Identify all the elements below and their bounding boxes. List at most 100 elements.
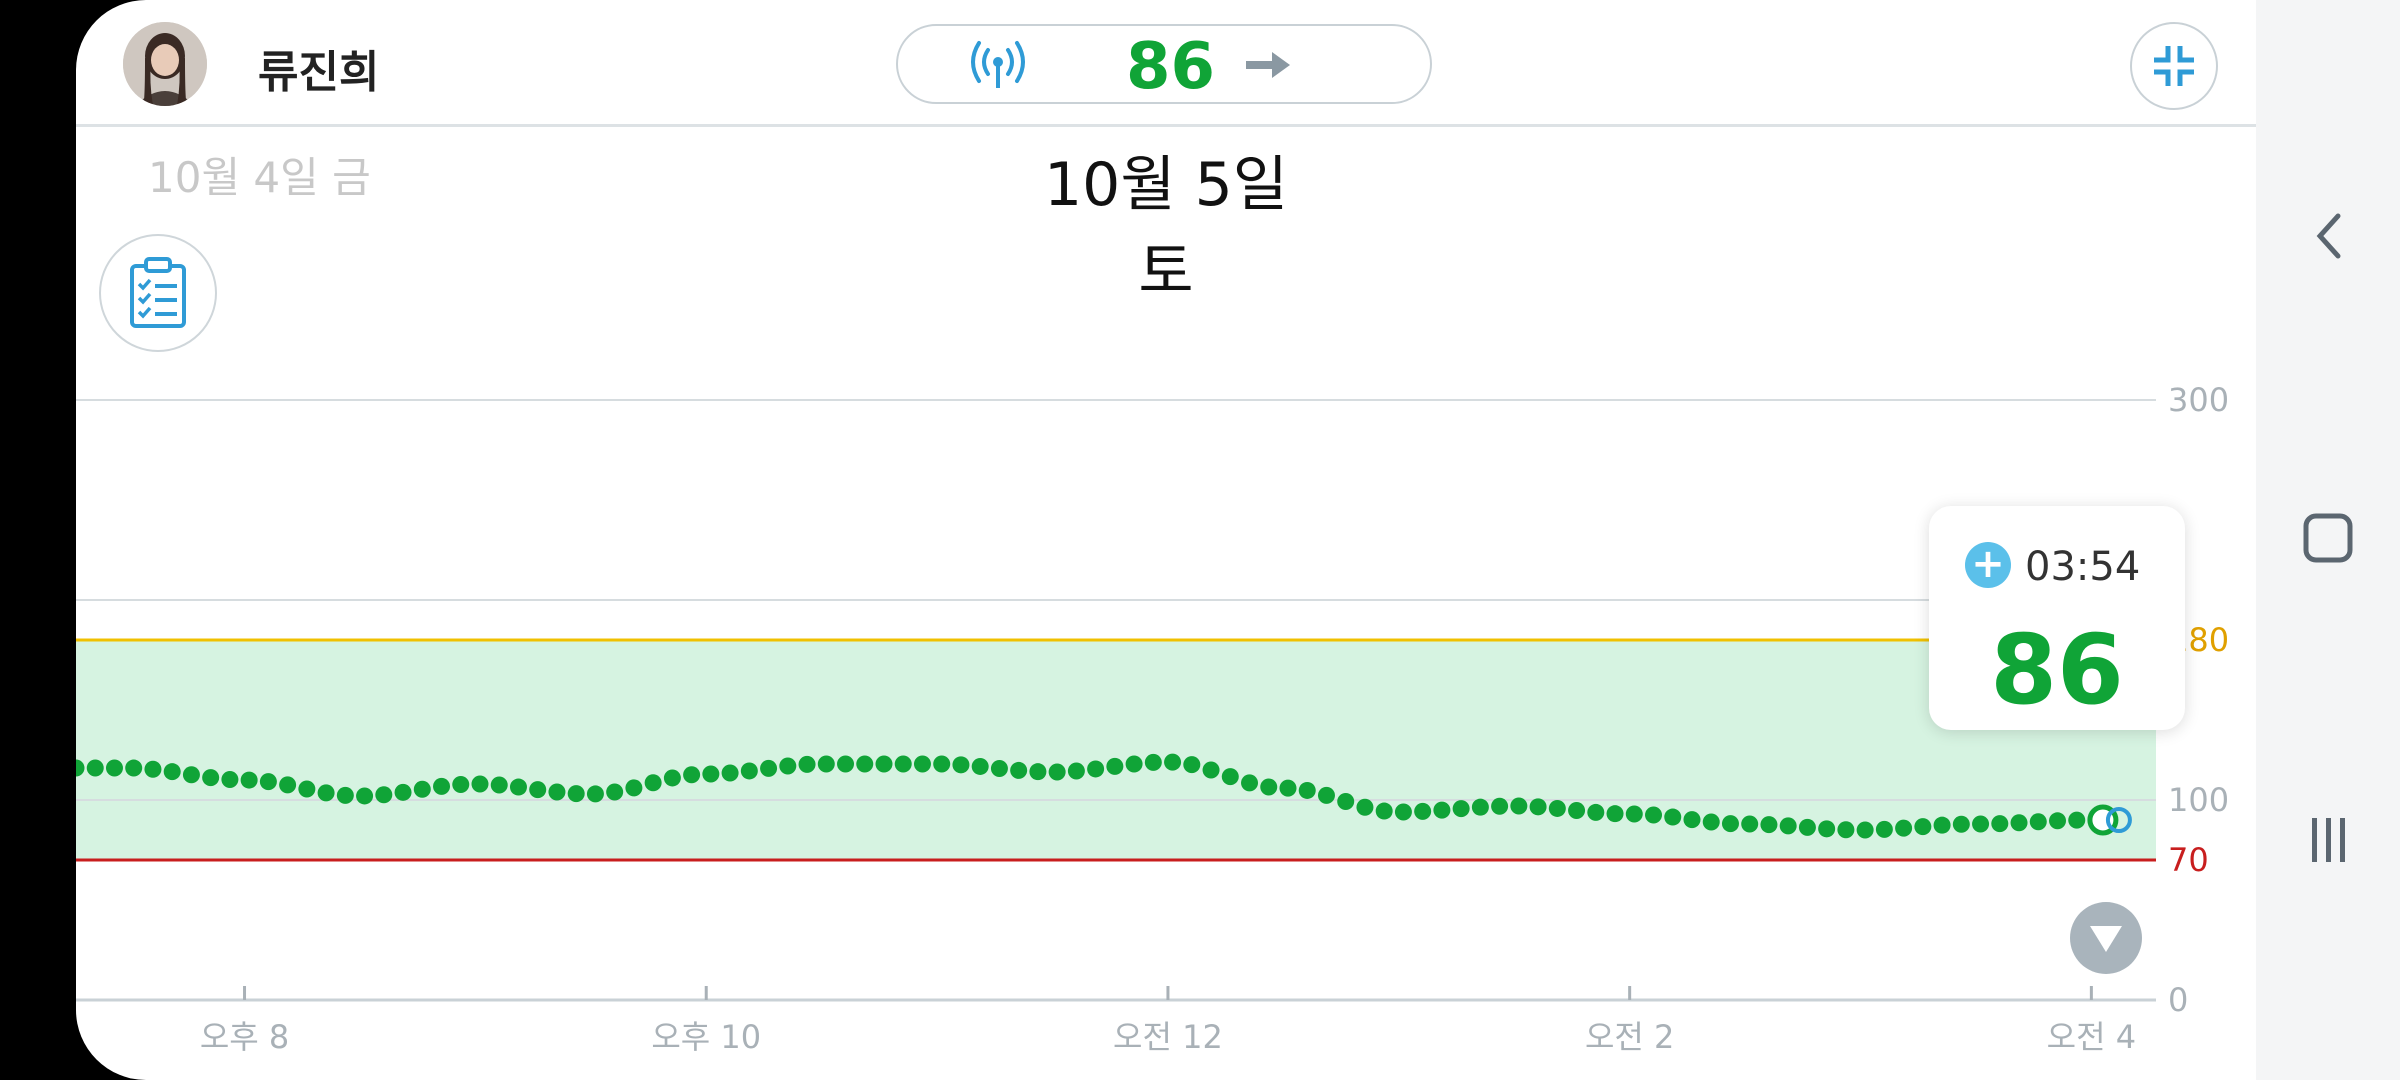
x-tick-label: 오후 10 bbox=[651, 1018, 761, 1056]
data-point bbox=[567, 785, 585, 803]
data-point bbox=[1279, 779, 1297, 797]
x-tick-label: 오전 4 bbox=[2047, 1018, 2136, 1056]
avatar[interactable] bbox=[123, 22, 207, 106]
collapse-button[interactable] bbox=[2130, 22, 2218, 110]
data-point bbox=[1356, 798, 1374, 816]
reading-tooltip: + 03:54 86 bbox=[1929, 506, 2185, 730]
home-icon bbox=[2303, 513, 2353, 563]
data-point bbox=[1779, 817, 1797, 835]
data-point bbox=[548, 783, 566, 801]
data-point bbox=[1875, 820, 1893, 838]
data-point bbox=[913, 755, 931, 773]
recent-apps-button[interactable] bbox=[2284, 796, 2372, 884]
y-tick-label: 70 bbox=[2168, 841, 2209, 879]
data-point bbox=[336, 786, 354, 804]
data-point bbox=[2068, 811, 2086, 829]
data-point bbox=[259, 773, 277, 791]
data-point bbox=[202, 769, 220, 787]
data-point bbox=[1183, 756, 1201, 774]
data-point bbox=[1818, 820, 1836, 838]
data-point bbox=[856, 755, 874, 773]
data-point bbox=[1106, 757, 1124, 775]
data-point bbox=[375, 786, 393, 804]
back-icon bbox=[2316, 213, 2341, 259]
y-tick-label: 100 bbox=[2168, 781, 2229, 819]
arrow-right-icon bbox=[1246, 52, 1290, 78]
data-point bbox=[760, 759, 778, 777]
y-tick-label: 0 bbox=[2168, 981, 2188, 1019]
data-point bbox=[144, 760, 162, 778]
data-point bbox=[663, 769, 681, 787]
data-point bbox=[1991, 815, 2009, 833]
data-point bbox=[163, 763, 181, 781]
data-point bbox=[702, 765, 720, 783]
data-point bbox=[1645, 806, 1663, 824]
data-point bbox=[1702, 813, 1720, 831]
data-point bbox=[817, 755, 835, 773]
data-point bbox=[1260, 778, 1278, 796]
data-point bbox=[1164, 753, 1182, 771]
data-point bbox=[1125, 755, 1143, 773]
data-point bbox=[1510, 797, 1528, 815]
data-point bbox=[1683, 811, 1701, 829]
data-point bbox=[1933, 816, 1951, 834]
data-point bbox=[279, 776, 297, 794]
data-point bbox=[182, 766, 200, 784]
current-reading-pill[interactable]: 86 bbox=[896, 24, 1432, 104]
data-point bbox=[740, 762, 758, 780]
data-point bbox=[644, 774, 662, 792]
data-point bbox=[1337, 793, 1355, 811]
data-point bbox=[413, 780, 431, 798]
data-point bbox=[452, 775, 470, 793]
current-glucose-value: 86 bbox=[1126, 30, 1216, 104]
system-navigation-bar bbox=[2256, 0, 2400, 1080]
data-point bbox=[1202, 761, 1220, 779]
data-point bbox=[1760, 816, 1778, 834]
previous-date-label[interactable]: 10월 4일 금 bbox=[148, 153, 371, 202]
data-point bbox=[317, 784, 335, 802]
data-point bbox=[125, 759, 143, 777]
scroll-to-latest-button[interactable] bbox=[2070, 902, 2142, 974]
data-point bbox=[1433, 801, 1451, 819]
x-tick-label: 오후 8 bbox=[200, 1018, 289, 1056]
data-point bbox=[1221, 768, 1239, 786]
data-point bbox=[221, 771, 239, 789]
data-point bbox=[1721, 815, 1739, 833]
data-point bbox=[683, 766, 701, 784]
data-point bbox=[721, 764, 739, 782]
data-point bbox=[1798, 818, 1816, 836]
plus-icon[interactable]: + bbox=[1965, 542, 2011, 588]
y-tick-label: 300 bbox=[2168, 381, 2229, 419]
data-point bbox=[1048, 763, 1066, 781]
x-tick-label: 오전 12 bbox=[1113, 1018, 1223, 1056]
data-point bbox=[394, 783, 412, 801]
app-screen: 류진희 86 10월 4일 금 10월 5일 토 bbox=[76, 0, 2256, 1080]
home-button[interactable] bbox=[2284, 494, 2372, 582]
tooltip-value: 86 bbox=[1990, 614, 2124, 726]
data-point bbox=[837, 755, 855, 773]
collapse-icon bbox=[2154, 46, 2194, 86]
data-point bbox=[1529, 798, 1547, 816]
data-point bbox=[990, 760, 1008, 778]
latest-marker-ring bbox=[2105, 807, 2132, 833]
data-point bbox=[298, 780, 316, 798]
x-tick-label: 오전 2 bbox=[1585, 1018, 1674, 1056]
recent-apps-icon bbox=[2312, 818, 2345, 862]
back-button[interactable] bbox=[2284, 192, 2372, 280]
data-point bbox=[1625, 805, 1643, 823]
tooltip-time: 03:54 bbox=[2025, 544, 2141, 590]
data-point bbox=[1029, 763, 1047, 781]
data-point bbox=[2010, 814, 2028, 832]
data-point bbox=[1414, 802, 1432, 820]
data-point bbox=[1952, 815, 1970, 833]
data-point bbox=[1452, 800, 1470, 818]
data-point bbox=[875, 755, 893, 773]
data-point bbox=[1241, 774, 1259, 792]
data-point bbox=[1375, 802, 1393, 820]
data-point bbox=[1067, 762, 1085, 780]
data-point bbox=[1856, 821, 1874, 839]
logbook-button[interactable] bbox=[99, 234, 217, 352]
data-point bbox=[1298, 781, 1316, 799]
data-point bbox=[1491, 797, 1509, 815]
